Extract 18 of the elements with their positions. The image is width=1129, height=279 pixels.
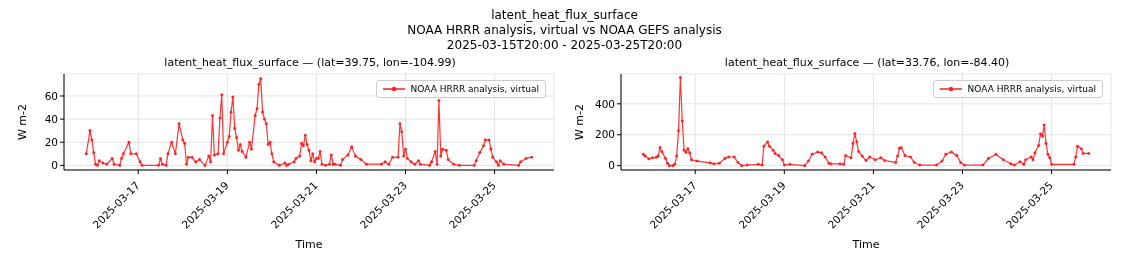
legend-label: NOAA HRRR analysis, virtual	[410, 84, 539, 94]
y-tick-label: 40	[44, 112, 58, 125]
y-tick-label: 0	[51, 159, 58, 172]
y-tick-label: 60	[44, 89, 58, 102]
y-axis-title: W m-2	[572, 103, 586, 141]
chart-title: latent_heat_flux_surface — (lat=33.76, lon=-84.40)	[723, 56, 1011, 71]
y-axis-title: W m-2	[15, 103, 29, 141]
chart-title: latent_heat_flux_surface — (lat=39.75, lon=-104.99)	[163, 56, 457, 71]
y-tick-label: 0	[608, 159, 615, 172]
x-axis-title: Time	[294, 238, 323, 251]
text: latent_heat_flux_surface	[490, 8, 639, 23]
text: 2025-03-15T20:00 - 2025-03-25T20:00	[445, 38, 684, 53]
x-axis-title: Time	[851, 238, 880, 251]
y-tick-label: 200	[594, 128, 615, 141]
legend-label: NOAA HRRR analysis, virtual	[967, 84, 1096, 94]
text: NOAA HRRR analysis, virtual vs NOAA GEFS analysis	[406, 23, 723, 38]
y-tick-label: 20	[44, 135, 58, 148]
y-tick-label: 400	[594, 97, 615, 110]
